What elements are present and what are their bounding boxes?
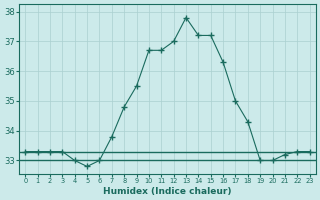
X-axis label: Humidex (Indice chaleur): Humidex (Indice chaleur) [103,187,232,196]
